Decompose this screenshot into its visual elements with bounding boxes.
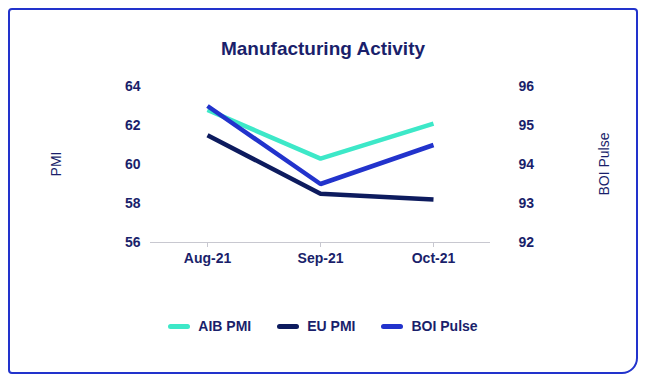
svg-text:62: 62 xyxy=(125,117,141,133)
html-text:BOI Pulse: BOI Pulse xyxy=(411,318,478,334)
svg-text:Aug-21: Aug-21 xyxy=(184,250,232,266)
svg-text:56: 56 xyxy=(125,234,141,250)
svg-text:95: 95 xyxy=(519,117,535,133)
svg-text:93: 93 xyxy=(519,195,535,211)
html-text:PMI: PMI xyxy=(48,151,64,177)
svg-text:Sep-21: Sep-21 xyxy=(298,250,344,266)
svg-text:60: 60 xyxy=(125,156,141,172)
html-text:BOI Pulse: BOI Pulse xyxy=(596,132,612,196)
svg-text:94: 94 xyxy=(519,156,535,172)
html-text:Manufacturing Activity: Manufacturing Activity xyxy=(221,38,425,59)
html-text:EU PMI: EU PMI xyxy=(307,318,356,334)
svg-text:58: 58 xyxy=(125,195,141,211)
svg-text:64: 64 xyxy=(125,78,141,94)
svg-text:Oct-21: Oct-21 xyxy=(412,250,456,266)
html-text:AIB PMI: AIB PMI xyxy=(198,318,252,334)
svg-text:96: 96 xyxy=(519,78,535,94)
svg-text:92: 92 xyxy=(519,234,535,250)
